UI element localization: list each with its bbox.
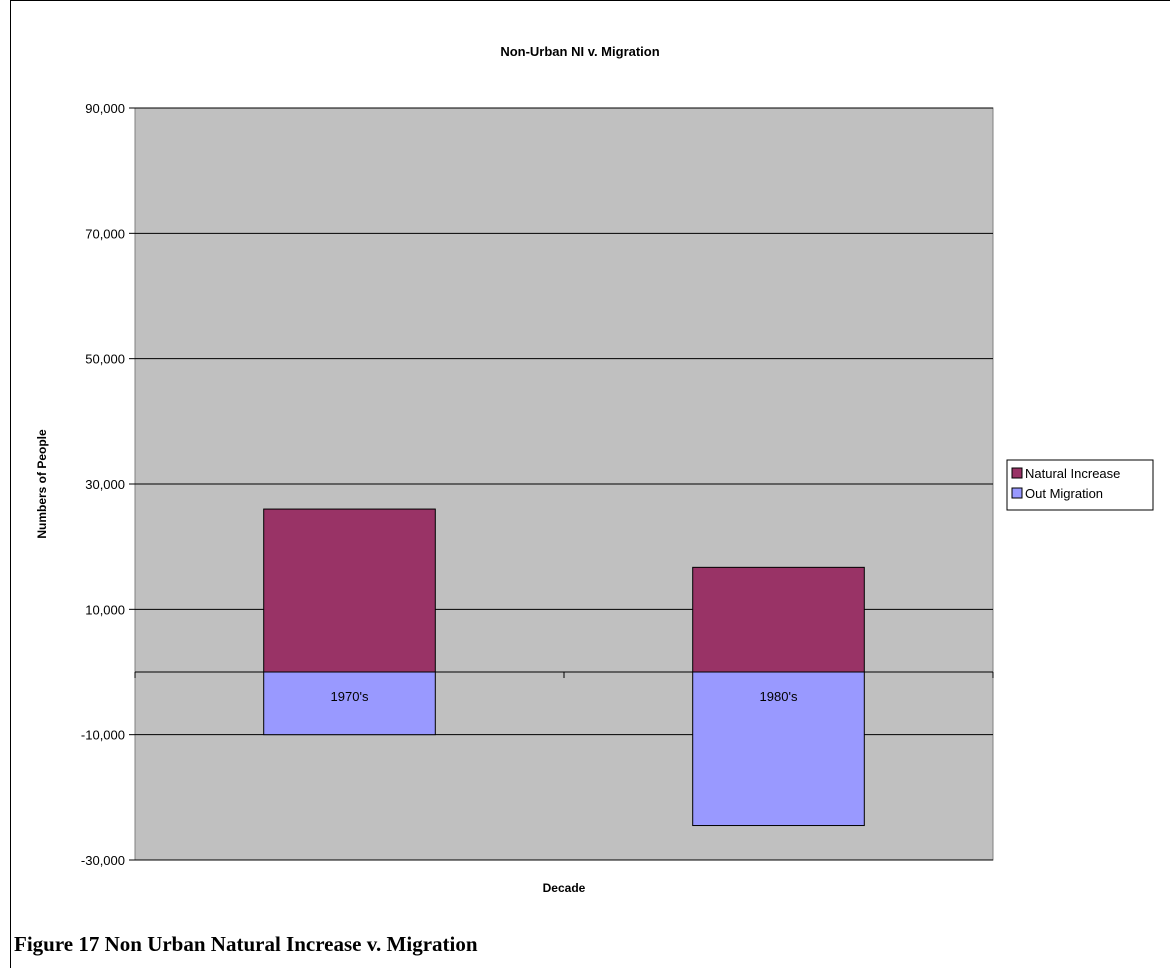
legend: Natural Increase Out Migration (1006, 459, 1154, 511)
category-label: 1980's (760, 689, 798, 704)
bar-out-migration (692, 671, 865, 827)
x-axis-label: Decade (543, 881, 586, 895)
y-tick-label: 70,000 (85, 226, 125, 241)
y-tick-label: -30,000 (81, 853, 125, 868)
bar-natural-increase (692, 566, 865, 673)
y-tick-label: -10,000 (81, 728, 125, 743)
y-tick-label: 30,000 (85, 477, 125, 492)
category-label: 1970's (331, 689, 369, 704)
legend-box (1006, 459, 1154, 511)
legend-swatch (1011, 487, 1023, 499)
bars (263, 508, 865, 827)
y-tick-labels: -30,000 -10,000 10,000 30,000 50,000 70,000 90… (81, 101, 125, 868)
figure-frame (10, 0, 1170, 968)
y-tick-label: 50,000 (85, 352, 125, 367)
category-labels: 1970's 1980's (331, 689, 798, 704)
legend-label: Out Migration (1025, 486, 1103, 501)
legend-label: Natural Increase (1025, 466, 1120, 481)
bar-natural-increase (263, 508, 436, 673)
y-tick-label: 10,000 (85, 602, 125, 617)
chart: Non-Urban NI v. Migration 1970's 1980's -… (35, 44, 1154, 895)
zero-axis (134, 671, 994, 678)
chart-title: Non-Urban NI v. Migration (500, 44, 659, 59)
bar-out-migration (263, 671, 436, 736)
y-tick-label: 90,000 (85, 101, 125, 116)
y-axis-label: Numbers of People (35, 429, 49, 539)
legend-swatch (1011, 467, 1023, 479)
figure-caption: Figure 17 Non Urban Natural Increase v. … (14, 932, 478, 956)
